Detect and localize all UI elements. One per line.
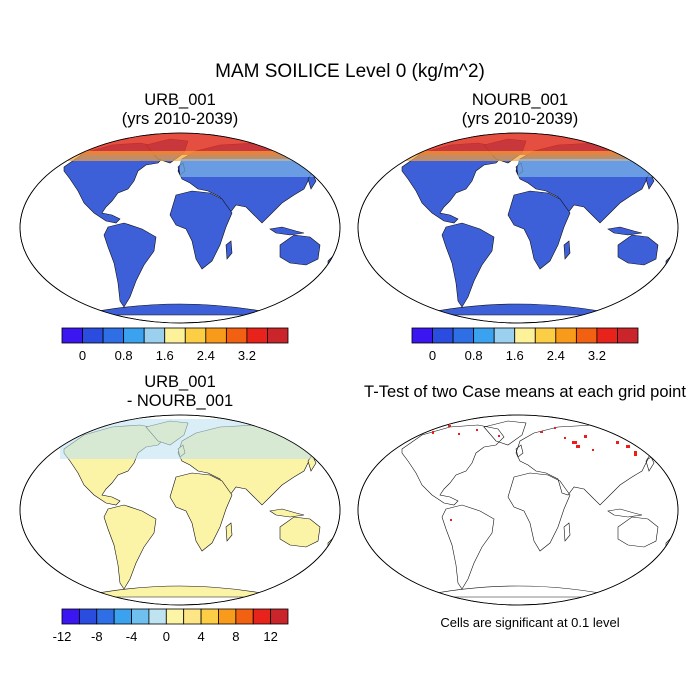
- nourb-icecap-band-lightblue: [518, 159, 658, 177]
- colorbar-urb-cell: [205, 327, 227, 344]
- colorbar-nourb-cell: [411, 327, 433, 344]
- colorbar-urb-tick-label: 0.8: [115, 348, 133, 363]
- colorbar-nourb-tick-label: 0.8: [465, 348, 483, 363]
- colorbar-diff-tick-label: 0: [163, 629, 170, 644]
- colorbar-diff-cell: [113, 608, 132, 625]
- colorbar-nourb-tick-label: 2.4: [547, 348, 565, 363]
- colorbar-diff-tick-label: -8: [91, 629, 103, 644]
- diff-positive-band-lightblue: [60, 419, 340, 459]
- colorbar-diff-cell: [78, 608, 98, 625]
- colorbar-diff-tick-label: 12: [263, 629, 277, 644]
- colorbar-diff-cell: [96, 608, 115, 625]
- colorbar-nourb-cell: [617, 327, 639, 344]
- urb-panel-years: (yrs 2010-2039): [121, 110, 239, 128]
- colorbar-urb-cell: [102, 327, 125, 344]
- colorbar-diff-cell: [252, 608, 272, 625]
- colorbar-urb-tick-label: 3.2: [238, 348, 256, 363]
- colorbar-urb-cell: [143, 327, 166, 344]
- significance-note: Cells are significant at 0.1 level: [440, 615, 620, 630]
- colorbar-nourb-tick-label: 1.6: [506, 348, 524, 363]
- colorbar-urb-tick-label: 1.6: [156, 348, 174, 363]
- diff-panel-title: URB_001: [144, 373, 216, 391]
- colorbar-nourb-cell: [493, 327, 516, 344]
- colorbar-nourb-cell: [555, 327, 577, 344]
- urb-icecap-band-lightblue: [180, 159, 320, 177]
- colorbar-diff-cell: [235, 608, 254, 625]
- diff-map-panel: [19, 414, 341, 606]
- colorbar-urb-tick-label: 0: [79, 348, 86, 363]
- colorbar-urb-cell: [82, 327, 104, 344]
- colorbar-urb-cell: [184, 327, 207, 344]
- colorbar-urb-tick-label: 2.4: [197, 348, 215, 363]
- nourb-map-panel: [357, 132, 679, 324]
- figure-title: MAM SOILICE Level 0 (kg/m^2): [215, 61, 485, 82]
- colorbar-diff-cell: [165, 608, 185, 625]
- colorbar-diff-tick-label: -12: [53, 629, 72, 644]
- ttest-map-panel: [357, 414, 679, 606]
- colorbar-urb-cell: [61, 327, 83, 344]
- colorbar-diff-tick-label: 4: [197, 629, 204, 644]
- colorbar-nourb-cell: [596, 327, 618, 344]
- colorbar-nourb-cell: [452, 327, 475, 344]
- colorbar-diff-tick-label: 8: [232, 629, 239, 644]
- colorbar-nourb: 0 0.8 1.6 2.4 3.2: [411, 327, 639, 363]
- colorbar-diff-cell: [218, 608, 237, 625]
- urb-panel-title: URB_001: [144, 91, 216, 109]
- colorbar-nourb-cell: [575, 327, 598, 344]
- colorbar-urb-cell: [246, 327, 268, 344]
- colorbar-nourb-tick-label: 3.2: [588, 348, 606, 363]
- colorbar-diff-tick-label: -4: [126, 629, 138, 644]
- colorbar-diff-cell: [270, 608, 289, 625]
- colorbar-urb-cell: [123, 327, 145, 344]
- colorbar-nourb-cell: [473, 327, 495, 344]
- colorbar-diff-cell: [200, 608, 219, 625]
- nourb-panel-years: (yrs 2010-2039): [461, 110, 579, 128]
- colorbar-diff-cell: [131, 608, 150, 625]
- ttest-panel-title: T-Test of two Case means at each grid po…: [364, 383, 686, 401]
- colorbar-diff: -12 -8 -4 0 4 8 12: [53, 608, 289, 644]
- diff-panel-subtitle: - NOURB_001: [126, 392, 234, 410]
- colorbar-urb-cell: [164, 327, 186, 344]
- colorbar-urb-cell: [267, 327, 289, 344]
- colorbar-nourb-cell: [432, 327, 454, 344]
- nourb-panel-title: NOURB_001: [471, 91, 569, 109]
- colorbar-urb-cell: [225, 327, 248, 344]
- colorbar-urb: 0 0.8 1.6 2.4 3.2: [61, 327, 289, 363]
- colorbar-diff-cell: [183, 608, 202, 625]
- colorbar-diff-cell: [148, 608, 167, 625]
- colorbar-nourb-cell: [514, 327, 536, 344]
- urb-map-panel: [19, 132, 341, 324]
- nourb-icecap-band-orange: [398, 151, 678, 161]
- colorbar-nourb-tick-label: 0: [429, 348, 436, 363]
- colorbar-diff-cell: [61, 608, 80, 625]
- urb-icecap-band-orange: [60, 151, 340, 161]
- colorbar-nourb-cell: [534, 327, 557, 344]
